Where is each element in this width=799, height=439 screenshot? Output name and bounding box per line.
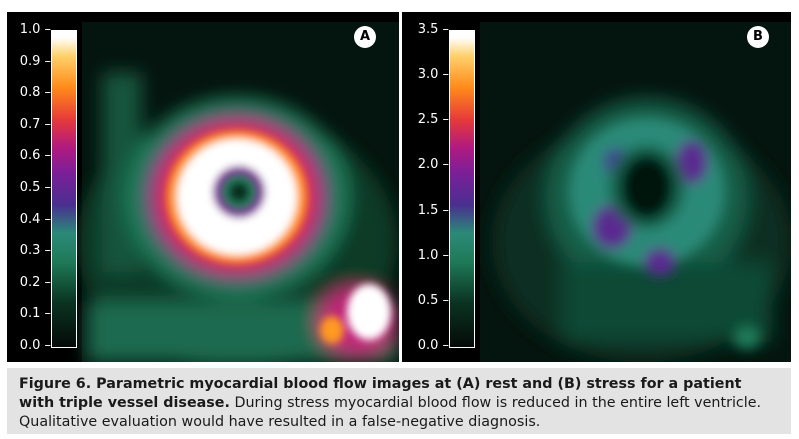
colorbar-tick-label: 0.7 – (19, 116, 51, 132)
colorbar-ticks-a: 1.0 – 0.9 – 0.8 – 0.7 – 0.6 – 0.5 – 0.4 – 0.3 –… (7, 23, 51, 353)
colorbar-tick-label: 0.8 – (19, 85, 51, 101)
figure-caption: Figure 6. Parametric myocardial blood fl… (7, 368, 791, 434)
colorbar-b (449, 30, 475, 348)
panel-label-a: A (354, 26, 376, 48)
colorbar-tick-label: 1.0 – (19, 22, 51, 37)
colorbar-ticks-b: 3.5 – 3.0 – 2.5 – 2.0 – 1.5 – 1.0 – 0.5 – 0.0 – (405, 23, 449, 353)
colorbar-tick-label: 3.0 – (417, 67, 449, 83)
colorbar-tick-label: 3.5 – (417, 22, 449, 37)
colorbar-tick-label: 0.6 – (19, 148, 51, 164)
colorbar-tick-label: 2.0 – (417, 157, 449, 173)
colorbar-tick-label: 0.5 – (417, 292, 449, 308)
colorbar-tick-label: 1.0 – (417, 247, 449, 263)
colorbar-a (51, 30, 77, 348)
colorbar-tick-label: 0.5 – (19, 180, 51, 195)
colorbar-tick-label: 0.0 – (19, 338, 51, 353)
colorbar-tick-label: 0.9 – (19, 53, 51, 69)
colorbar-tick-label: 0.2 – (19, 274, 51, 290)
panel-label-b: B (747, 26, 769, 48)
panel-a: 1.0 – 0.9 – 0.8 – 0.7 – 0.6 – 0.5 – 0.4 – 0.3 –… (7, 12, 399, 362)
colorbar-tick-label: 0.1 – (19, 306, 51, 322)
colorbar-tick-label: 2.5 – (417, 112, 449, 128)
colorbar-tick-label: 0.3 – (19, 243, 51, 259)
figure: 1.0 – 0.9 – 0.8 – 0.7 – 0.6 – 0.5 – 0.4 – 0.3 –… (7, 4, 791, 434)
caption-title: Parametric myocardial blood flow images … (19, 376, 742, 411)
caption-label: Figure 6. (19, 376, 92, 392)
colorbar-tick-label: 0.4 – (19, 211, 51, 227)
caption-text: During stress myocardial blood flow is r… (19, 395, 762, 430)
panel-b: 3.5 – 3.0 – 2.5 – 2.0 – 1.5 – 1.0 – 0.5 – 0.0 –… (402, 12, 791, 362)
colorbar-tick-label: 1.5 – (417, 202, 449, 218)
colorbar-tick-label: 0.0 – (417, 338, 449, 353)
blood-flow-map-rest (77, 22, 399, 362)
blood-flow-map-stress (480, 22, 791, 362)
